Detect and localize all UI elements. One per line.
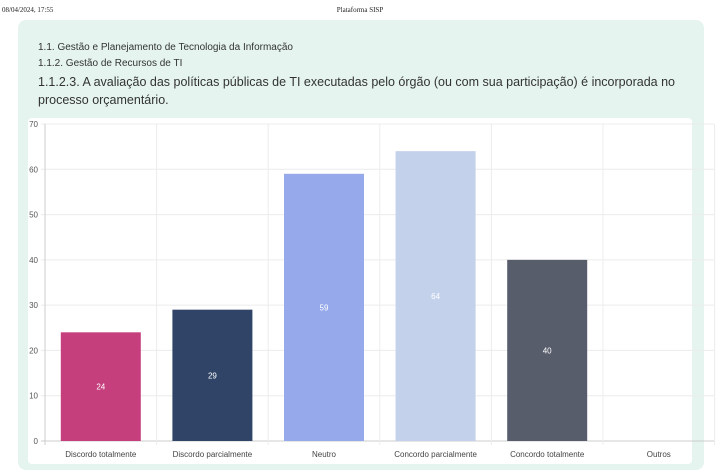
bar-value-label: 59 [320, 303, 329, 312]
x-tick-label: Discordo parcialmente [173, 450, 253, 459]
print-date: 08/04/2024, 17:55 [2, 6, 54, 14]
bar-0 [60, 332, 141, 441]
y-tick-label: 30 [29, 301, 38, 310]
y-tick-label: 10 [29, 392, 38, 401]
x-tick-label: Discordo totalmente [65, 450, 137, 459]
bar-3 [395, 151, 476, 441]
x-tick-label: Concordo parcialmente [394, 450, 477, 459]
bar-value-label: 64 [431, 292, 440, 301]
x-tick-label: Neutro [312, 450, 337, 459]
platform-title: Plataforma SISP [336, 6, 384, 14]
bar-4 [507, 259, 588, 441]
breadcrumb-section: 1.1. Gestão e Planejamento de Tecnologia… [38, 42, 293, 53]
bar-2 [284, 173, 364, 442]
y-tick-label: 0 [34, 437, 39, 446]
x-tick-label: Outros [647, 450, 671, 459]
y-tick-label: 60 [29, 165, 38, 174]
bar-value-label: 29 [208, 371, 217, 380]
bar-value-label: 40 [543, 346, 552, 355]
y-tick-label: 40 [29, 256, 38, 265]
breadcrumb-subsection: 1.1.2. Gestão de Recursos de TI [38, 58, 183, 69]
y-tick-label: 70 [29, 120, 38, 129]
y-tick-label: 50 [29, 211, 38, 220]
question-title: 1.1.2.3. A avaliação das políticas públi… [38, 75, 675, 107]
bar-1 [172, 309, 253, 441]
x-tick-label: Concordo totalmente [510, 450, 585, 459]
bar-value-label: 24 [96, 383, 105, 392]
y-tick-label: 20 [29, 346, 38, 355]
